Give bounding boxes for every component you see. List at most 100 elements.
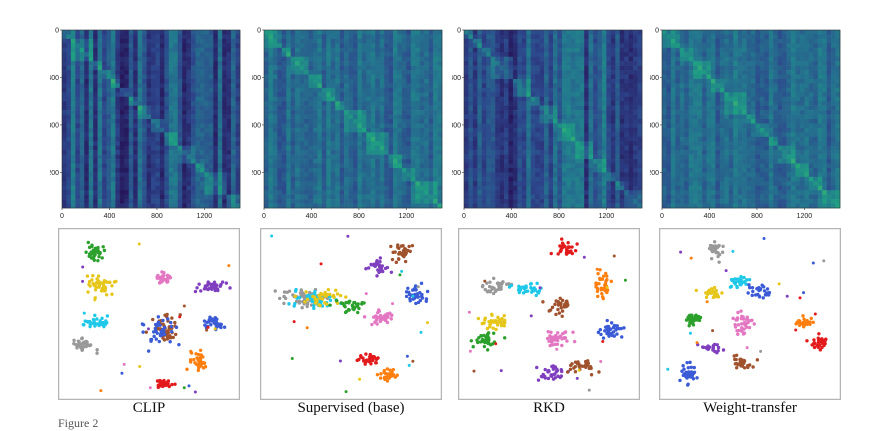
heatmap-cell [535,146,540,151]
heatmap-cell [549,190,554,195]
heatmap-cell [353,199,358,204]
heatmap-cell [317,123,322,128]
heatmap-cell [115,48,120,53]
heatmap-cell [593,132,598,137]
heatmap-cell [611,199,616,204]
heatmap-cell [191,75,196,80]
heatmap-cell [286,83,291,88]
heatmap-cell [200,204,205,209]
heatmap-cell [317,75,322,80]
heatmap-cell [187,57,192,62]
heatmap-cell [291,57,296,62]
heatmap-cell [438,137,443,142]
heatmap-cell [142,168,147,173]
heatmap-cell [584,190,589,195]
heatmap-cell [424,123,429,128]
heatmap-cell [402,168,407,173]
heatmap-cell [236,168,241,173]
heatmap-cell [102,155,107,160]
heatmap-cell [384,141,389,146]
heatmap-cell [624,141,629,146]
heatmap-cell [526,79,531,84]
heatmap-cell [124,39,129,44]
heatmap-cell [169,83,174,88]
heatmap-cell [326,52,331,57]
heatmap-cell [724,43,729,48]
heatmap-cell [411,106,416,111]
heatmap-cell [213,61,218,66]
heatmap-cell [557,195,562,200]
heatmap-cell [429,101,434,106]
heatmap-cell [84,141,89,146]
heatmap-cell [291,39,296,44]
heatmap-cell [755,30,760,35]
heatmap-cell [424,168,429,173]
heatmap-cell [371,57,376,62]
heatmap-cell [535,92,540,97]
heatmap-cell [204,186,209,191]
heatmap-cell [155,66,160,71]
heatmap-cell [273,177,278,182]
heatmap-cell [827,30,832,35]
heatmap-cell [406,164,411,169]
heatmap-cell [571,88,576,93]
heatmap-cell [424,48,429,53]
heatmap-cell [222,30,227,35]
heatmap-cell [93,79,98,84]
heatmap-cell [322,43,327,48]
heatmap-cell [620,115,625,120]
heatmap-cell [500,39,505,44]
heatmap-cell [300,97,305,102]
heatmap-cell [295,66,300,71]
heatmap-cell [98,79,103,84]
heatmap-cell [111,79,116,84]
heatmap-cell [615,39,620,44]
heatmap-cell [282,164,287,169]
heatmap-cell [540,128,545,133]
heatmap-cell [273,172,278,177]
heatmap-cell [638,52,643,57]
heatmap-cell [182,66,187,71]
heatmap-cell [544,204,549,209]
heatmap-cell [375,92,380,97]
heatmap-cell [468,204,473,209]
heatmap-cell [169,186,174,191]
heatmap-cell [531,110,536,115]
heatmap-cell [535,61,540,66]
heatmap-cell [411,61,416,66]
heatmap-cell [213,141,218,146]
heatmap-cell [424,70,429,75]
heatmap-cell [420,52,425,57]
heatmap-cell [182,137,187,142]
heatmap-cell [231,43,236,48]
heatmap-cell [357,43,362,48]
heatmap-cell [75,57,80,62]
heatmap-cell [553,57,558,62]
heatmap-cell [509,128,514,133]
heatmap-cell [138,61,143,66]
heatmap-cell [557,204,562,209]
heatmap-cell [191,83,196,88]
heatmap-cell [482,155,487,160]
heatmap-cell [491,75,496,80]
heatmap-cell [526,34,531,39]
heatmap-cell [562,83,567,88]
heatmap-cell [729,43,734,48]
heatmap-cell [317,146,322,151]
heatmap-cell [300,115,305,120]
heatmap-cell [486,123,491,128]
heatmap-cell [331,66,336,71]
heatmap-cell [164,39,169,44]
heatmap-cell [173,137,178,142]
heatmap-cell [729,30,734,35]
heatmap-cell [389,146,394,151]
heatmap-cell [557,75,562,80]
heatmap-cell [544,137,549,142]
heatmap-cell [553,106,558,111]
heatmap-cell [182,34,187,39]
heatmap-cell [384,164,389,169]
heatmap-cell [557,57,562,62]
heatmap-cell [353,88,358,93]
heatmap-cell [75,75,80,80]
heatmap-cell [598,115,603,120]
